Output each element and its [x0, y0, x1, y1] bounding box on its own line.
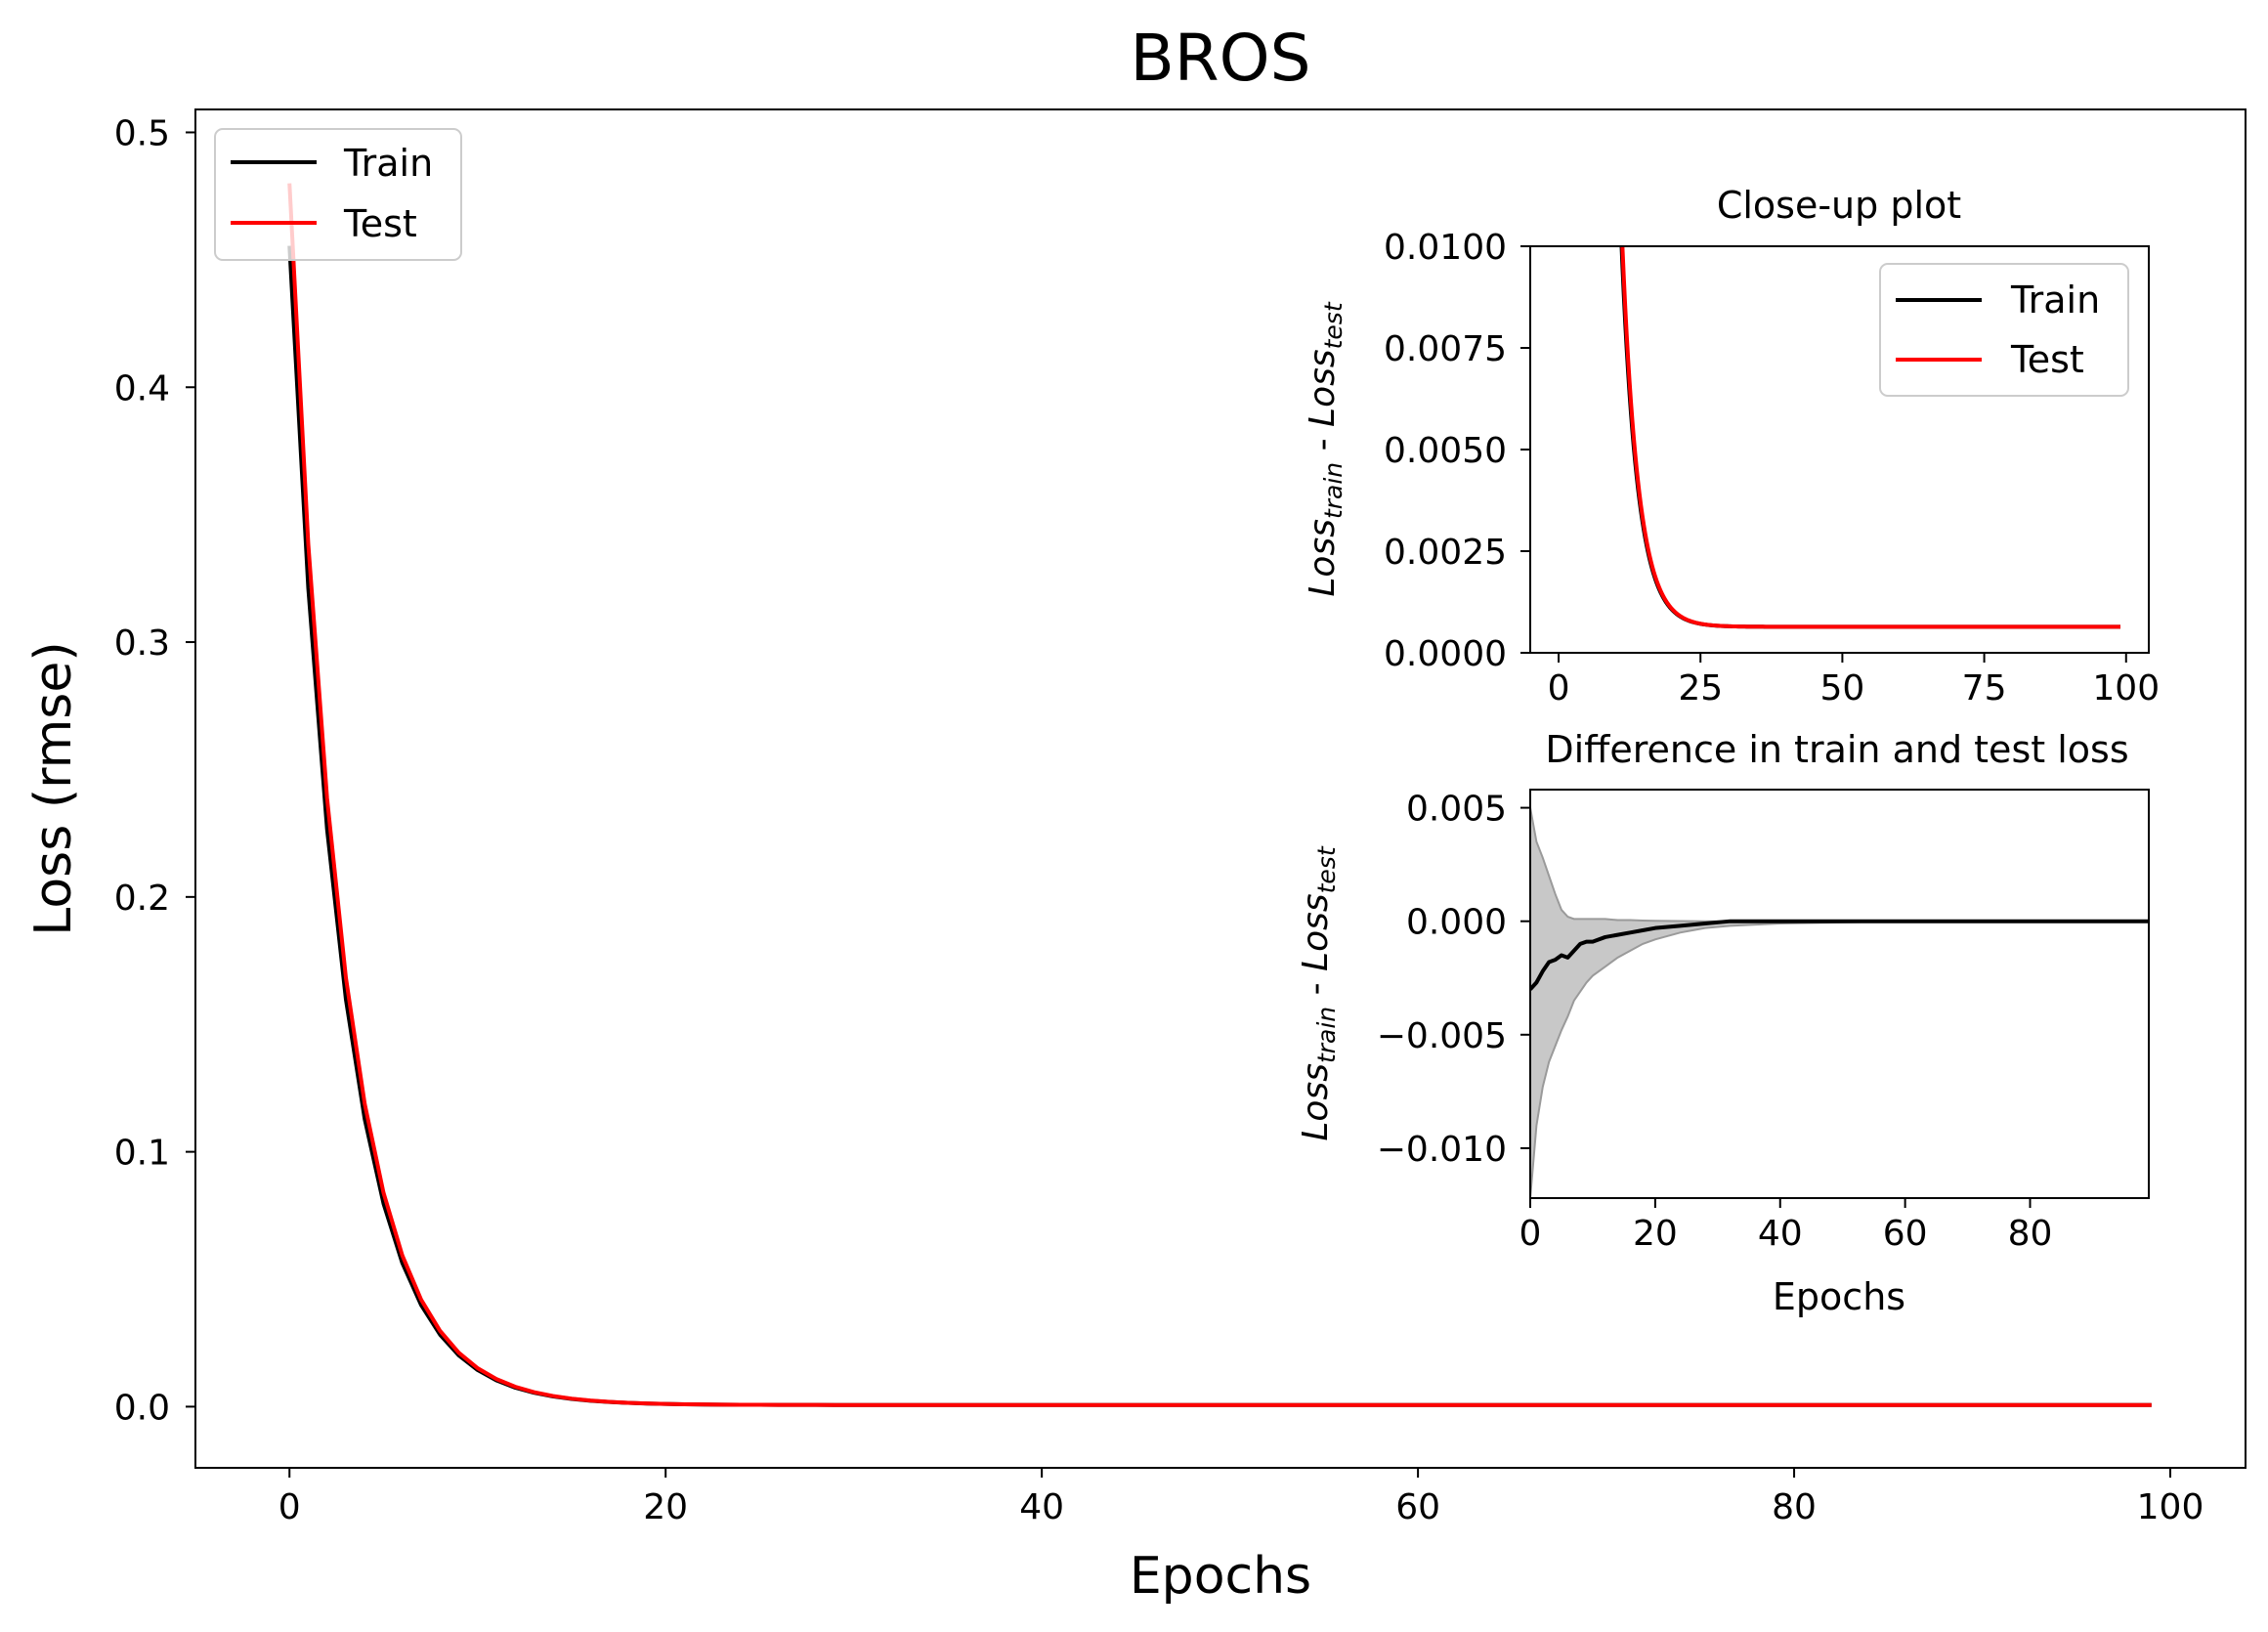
difference-mean-line: [1530, 919, 2149, 991]
main-title: BROS: [1131, 21, 1311, 96]
closeup-legend-box: [1879, 263, 2129, 397]
difference-ylabel-a: Loss: [1296, 1063, 1336, 1141]
difference-ylabel-sep: -: [1296, 971, 1336, 1007]
main-x-tick-label: 60: [1395, 1487, 1440, 1527]
closeup-legend: Train Test: [1879, 263, 2129, 397]
difference-y-tick-label: −0.010: [1377, 1130, 1507, 1170]
main-axes-frame: [194, 108, 2247, 1469]
closeup-y-tick-label: 0.0025: [1384, 533, 1507, 573]
difference-ylabel-a-sub: train: [1312, 1007, 1341, 1063]
difference-inset-axes: 0 20 40 60 80 −0.010 −0.005 0.000 0.005 Differen…: [1296, 728, 2150, 1318]
closeup-x-tick-label: 100: [2092, 668, 2160, 709]
closeup-legend-test-label: Test: [2010, 338, 2084, 381]
closeup-y-axis-label: Losstrain - Losstest: [1303, 301, 1348, 596]
difference-y-tick-label: 0.000: [1406, 903, 1507, 943]
main-legend: Train Test: [214, 128, 462, 261]
main-x-tick-label: 80: [1772, 1487, 1817, 1527]
closeup-inset-axes: 0 25 50 75 100 0.0000 0.0025 0.0050 0.0075 0.0100…: [1303, 184, 2160, 709]
difference-x-tick-label: 20: [1633, 1214, 1678, 1254]
main-x-tick-label: 100: [2137, 1487, 2204, 1527]
main-x-axis-label: Epochs: [1130, 1547, 1311, 1606]
difference-x-axis-label: Epochs: [1773, 1275, 1905, 1318]
closeup-title: Close-up plot: [1717, 184, 1961, 227]
difference-ylabel-b: Loss: [1296, 893, 1336, 971]
main-axes: 0 20 40 60 80 100 0.0 0.1 0.2 0.3 0.4 0.5 BROS Epoc…: [24, 21, 2247, 1606]
main-legend-test-label: Test: [343, 202, 417, 245]
closeup-ylabel-a: Loss: [1303, 519, 1343, 597]
closeup-ylabel-b-sub: test: [1319, 301, 1348, 349]
main-series-test-line: [287, 183, 2152, 1407]
main-x-tick-label: 20: [643, 1487, 688, 1527]
closeup-x-tick-label: 75: [1962, 668, 2007, 709]
difference-title: Difference in train and test loss: [1545, 728, 2128, 771]
main-y-tick-label: 0.3: [114, 623, 170, 664]
closeup-series-test-line: [1620, 246, 2121, 629]
closeup-ylabel-sep: -: [1303, 427, 1343, 462]
difference-axes-frame: [1529, 789, 2150, 1199]
closeup-y-tick-label: 0.0100: [1384, 228, 1507, 268]
main-x-tick-label: 40: [1019, 1487, 1064, 1527]
difference-y-tick-label: 0.005: [1406, 790, 1507, 830]
closeup-y-tick-label: 0.0000: [1384, 634, 1507, 674]
main-y-tick-label: 0.1: [114, 1134, 170, 1174]
closeup-legend-train-label: Train: [2010, 279, 2100, 322]
main-y-tick-label: 0.2: [114, 879, 170, 919]
main-y-axis-label: Loss (rmse): [24, 641, 83, 935]
closeup-y-tick-label: 0.0075: [1384, 329, 1507, 369]
main-legend-train-label: Train: [343, 142, 433, 185]
closeup-ylabel-b: Loss: [1303, 349, 1343, 427]
main-x-tick-label: 0: [278, 1487, 301, 1527]
difference-ylabel-b-sub: test: [1312, 845, 1341, 893]
closeup-y-tick-label: 0.0050: [1384, 431, 1507, 471]
difference-x-tick-label: 40: [1758, 1214, 1803, 1254]
difference-y-tick-label: −0.005: [1377, 1016, 1507, 1056]
difference-x-tick-label: 80: [2008, 1214, 2053, 1254]
main-y-tick-label: 0.5: [114, 113, 170, 153]
main-y-tick-label: 0.0: [114, 1388, 170, 1428]
difference-x-tick-label: 0: [1519, 1214, 1542, 1254]
closeup-x-tick-label: 0: [1548, 668, 1570, 709]
difference-x-tick-label: 60: [1883, 1214, 1928, 1254]
closeup-ylabel-a-sub: train: [1319, 462, 1348, 519]
difference-y-axis-label: Losstrain - Losstest: [1296, 845, 1341, 1140]
difference-background: [1530, 790, 2149, 1198]
closeup-x-tick-label: 25: [1678, 668, 1723, 709]
closeup-x-tick-label: 50: [1819, 668, 1864, 709]
main-y-tick-label: 0.4: [114, 368, 170, 408]
